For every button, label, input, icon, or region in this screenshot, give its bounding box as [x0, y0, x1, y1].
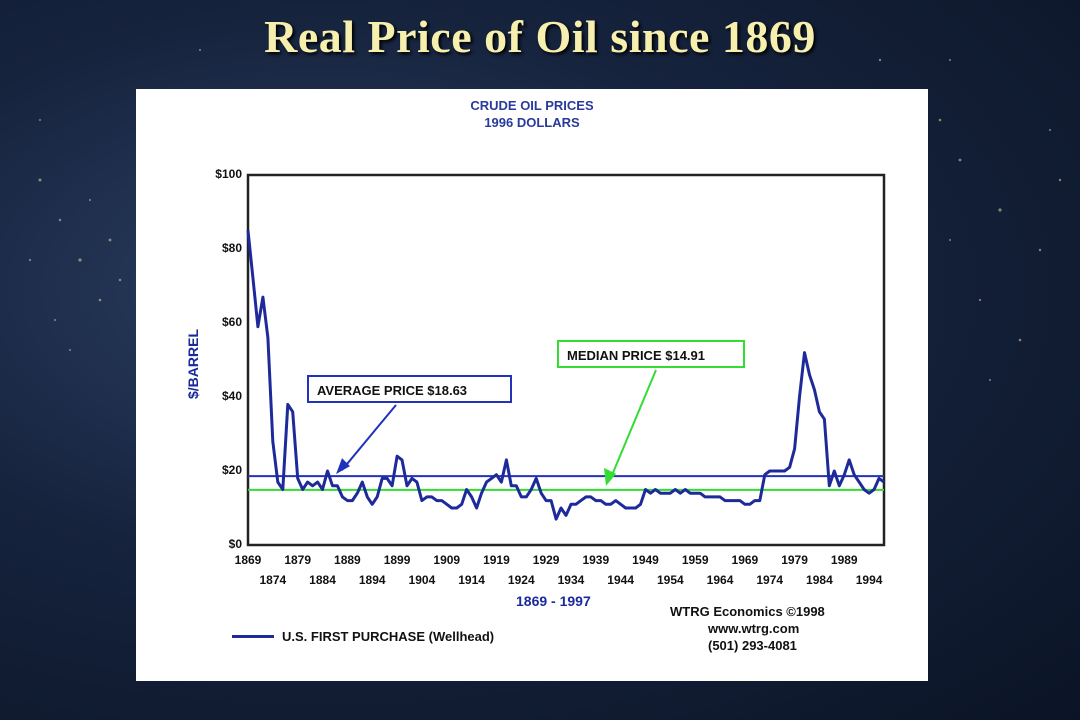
average-price-callout: AVERAGE PRICE $18.63	[307, 375, 512, 403]
y-tick-label: $60	[221, 315, 242, 329]
credit-website: www.wtrg.com	[708, 621, 800, 636]
x-axis-label: 1869 - 1997	[516, 593, 591, 609]
credit-phone: (501) 293-4081	[708, 638, 797, 653]
plot-area	[246, 173, 886, 547]
x-tick-label: 1904	[408, 573, 436, 587]
x-tick-label: 1949	[632, 553, 659, 567]
x-tick-label: 1919	[483, 553, 510, 567]
y-tick-label: $80	[221, 241, 242, 255]
average-arrowhead	[336, 458, 350, 475]
credit-company: WTRG Economics ©1998	[670, 604, 825, 619]
median-arrowhead	[604, 467, 616, 486]
y-tick-label: $20	[221, 463, 242, 477]
legend-swatch	[232, 635, 274, 638]
chart-panel: CRUDE OIL PRICES 1996 DOLLARS $/BARREL $…	[136, 89, 928, 681]
plot-frame	[246, 173, 886, 547]
x-tick-label: 1909	[433, 553, 461, 567]
legend: U.S. FIRST PURCHASE (Wellhead)	[232, 629, 494, 644]
y-tick-label: $0	[228, 537, 242, 551]
x-tick-label: 1934	[557, 573, 585, 587]
median-arrow	[609, 369, 657, 481]
x-tick-label: 1974	[756, 573, 784, 587]
x-tick-label: 1979	[781, 553, 808, 567]
x-tick-label: 1994	[855, 573, 883, 587]
x-tick-label: 1929	[532, 553, 560, 567]
slide-title: Real Price of Oil since 1869	[264, 11, 816, 62]
x-tick-label: 1984	[806, 573, 833, 587]
x-tick-label: 1884	[309, 573, 336, 587]
chart-title: CRUDE OIL PRICES	[470, 98, 594, 113]
x-tick-label: 1944	[607, 573, 634, 587]
y-tick-label: $100	[215, 167, 242, 181]
x-tick-label: 1894	[358, 573, 386, 587]
x-tick-label: 1964	[706, 573, 734, 587]
x-tick-label: 1889	[334, 553, 361, 567]
x-tick-label: 1969	[731, 553, 759, 567]
average-arrow	[341, 404, 397, 471]
legend-label: U.S. FIRST PURCHASE (Wellhead)	[282, 629, 495, 644]
x-tick-label: 1939	[582, 553, 610, 567]
x-tick-label: 1874	[259, 573, 287, 587]
x-tick-label: 1954	[656, 573, 684, 587]
median-price-callout: MEDIAN PRICE $14.91	[557, 340, 745, 368]
x-tick-label: 1959	[681, 553, 709, 567]
chart-subtitle: 1996 DOLLARS	[484, 115, 580, 130]
x-tick-label: 1899	[383, 553, 411, 567]
y-tick-label: $40	[221, 389, 242, 403]
x-tick-label: 1869	[234, 553, 262, 567]
x-tick-label: 1989	[830, 553, 858, 567]
series-line-0	[246, 230, 885, 521]
credits: WTRG Economics ©1998 www.wtrg.com (501) …	[670, 603, 825, 654]
x-tick-label: 1914	[458, 573, 485, 587]
x-tick-label: 1879	[284, 553, 312, 567]
x-tick-label: 1924	[507, 573, 535, 587]
